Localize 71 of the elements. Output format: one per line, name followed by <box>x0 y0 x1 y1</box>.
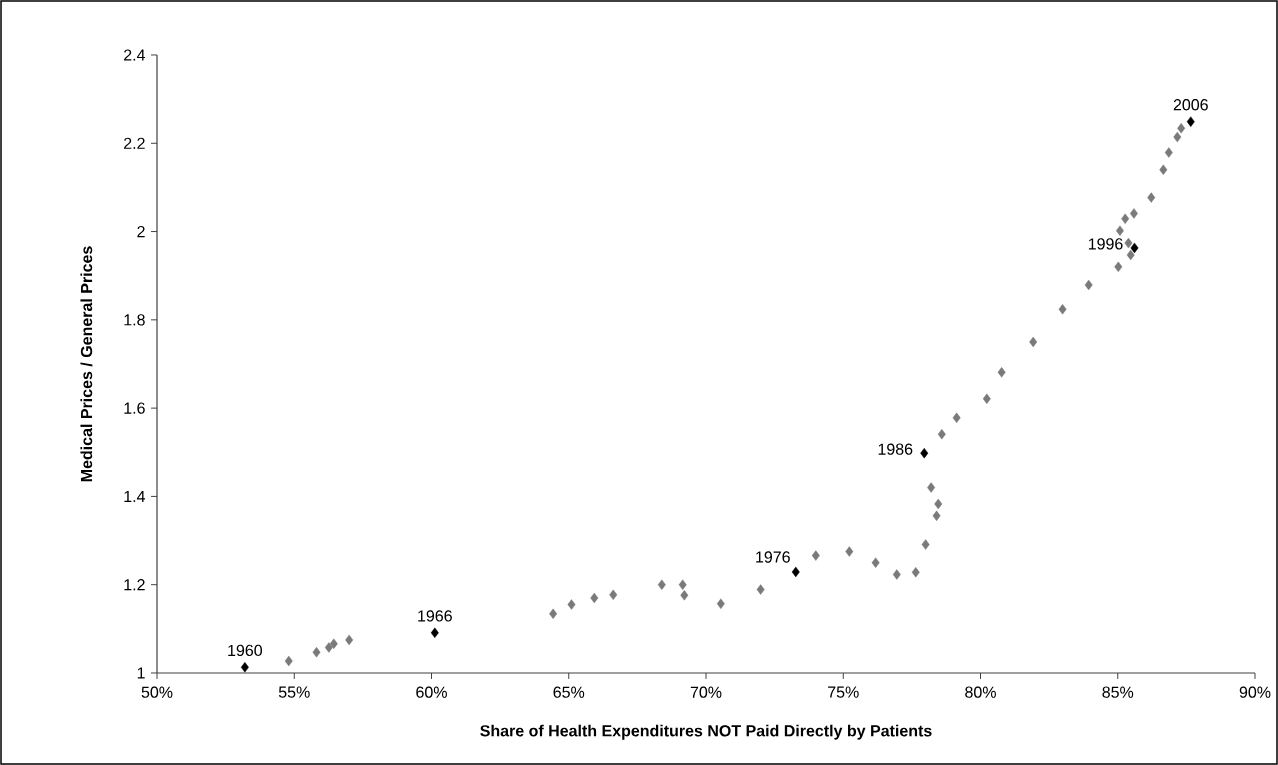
point <box>678 579 687 590</box>
point <box>430 627 439 639</box>
y-tick-label: 1.8 <box>124 314 145 326</box>
annotation: 1960 <box>228 644 263 657</box>
x-tick-label: 60% <box>416 686 447 698</box>
point <box>329 638 338 650</box>
point <box>567 599 576 610</box>
x-axis-title: Share of Health Expenditures NOT Paid Directly by Patients <box>480 724 932 740</box>
annotation: 2006 <box>1173 99 1208 111</box>
point <box>911 567 920 578</box>
y-tick-label: 1.4 <box>124 490 146 502</box>
x-tick-label: 70% <box>690 686 722 698</box>
point <box>1130 208 1138 219</box>
y-tick-label: 2.4 <box>124 49 146 61</box>
y-tick-label: 1 <box>137 667 145 679</box>
point <box>240 662 249 673</box>
point <box>1124 237 1133 249</box>
point <box>1173 131 1182 143</box>
x-tick-label: 85% <box>1102 686 1134 698</box>
point <box>811 550 820 561</box>
point <box>997 367 1006 378</box>
point <box>284 655 293 667</box>
point <box>937 428 946 440</box>
point <box>1058 304 1067 315</box>
point <box>1164 147 1173 158</box>
point <box>609 589 618 601</box>
annotation: 1996 <box>1088 238 1123 250</box>
point <box>312 647 321 658</box>
point <box>892 569 901 580</box>
y-tick-label: 1.2 <box>124 579 145 591</box>
point <box>845 546 854 557</box>
x-tick-label: 65% <box>553 686 585 698</box>
point <box>982 393 991 405</box>
point <box>921 539 930 550</box>
point <box>1186 116 1195 127</box>
y-axis-title: Medical Prices / General Prices <box>80 246 93 482</box>
x-tick-label: 80% <box>965 686 996 698</box>
point <box>549 608 558 620</box>
x-tick-label: 75% <box>828 686 859 698</box>
point <box>1114 261 1123 273</box>
point <box>590 592 599 604</box>
annotation: 1966 <box>418 610 452 622</box>
point <box>1130 242 1139 254</box>
point <box>756 584 765 595</box>
point <box>871 557 880 568</box>
point <box>934 498 943 510</box>
point <box>920 447 929 459</box>
point <box>1116 225 1124 236</box>
point <box>680 590 689 601</box>
point <box>1084 279 1093 291</box>
point <box>1121 213 1130 224</box>
y-tick-label: 2 <box>137 225 145 238</box>
point <box>657 579 666 590</box>
annotation: 1976 <box>756 551 790 563</box>
point <box>1177 123 1186 134</box>
point <box>1147 192 1156 203</box>
point <box>1029 336 1038 348</box>
x-tick-label: 55% <box>278 686 310 698</box>
point <box>952 412 961 424</box>
x-tick-label: 50% <box>141 686 173 698</box>
annotation: 1986 <box>878 443 913 455</box>
point <box>345 634 354 646</box>
point <box>1126 249 1135 261</box>
x-tick-label: 90% <box>1239 686 1271 698</box>
point <box>932 510 941 522</box>
point <box>1159 164 1168 175</box>
point <box>716 598 725 609</box>
point <box>791 566 800 578</box>
point <box>927 482 936 493</box>
y-tick-label: 2.2 <box>124 137 145 149</box>
y-tick-label: 1.6 <box>124 402 145 414</box>
